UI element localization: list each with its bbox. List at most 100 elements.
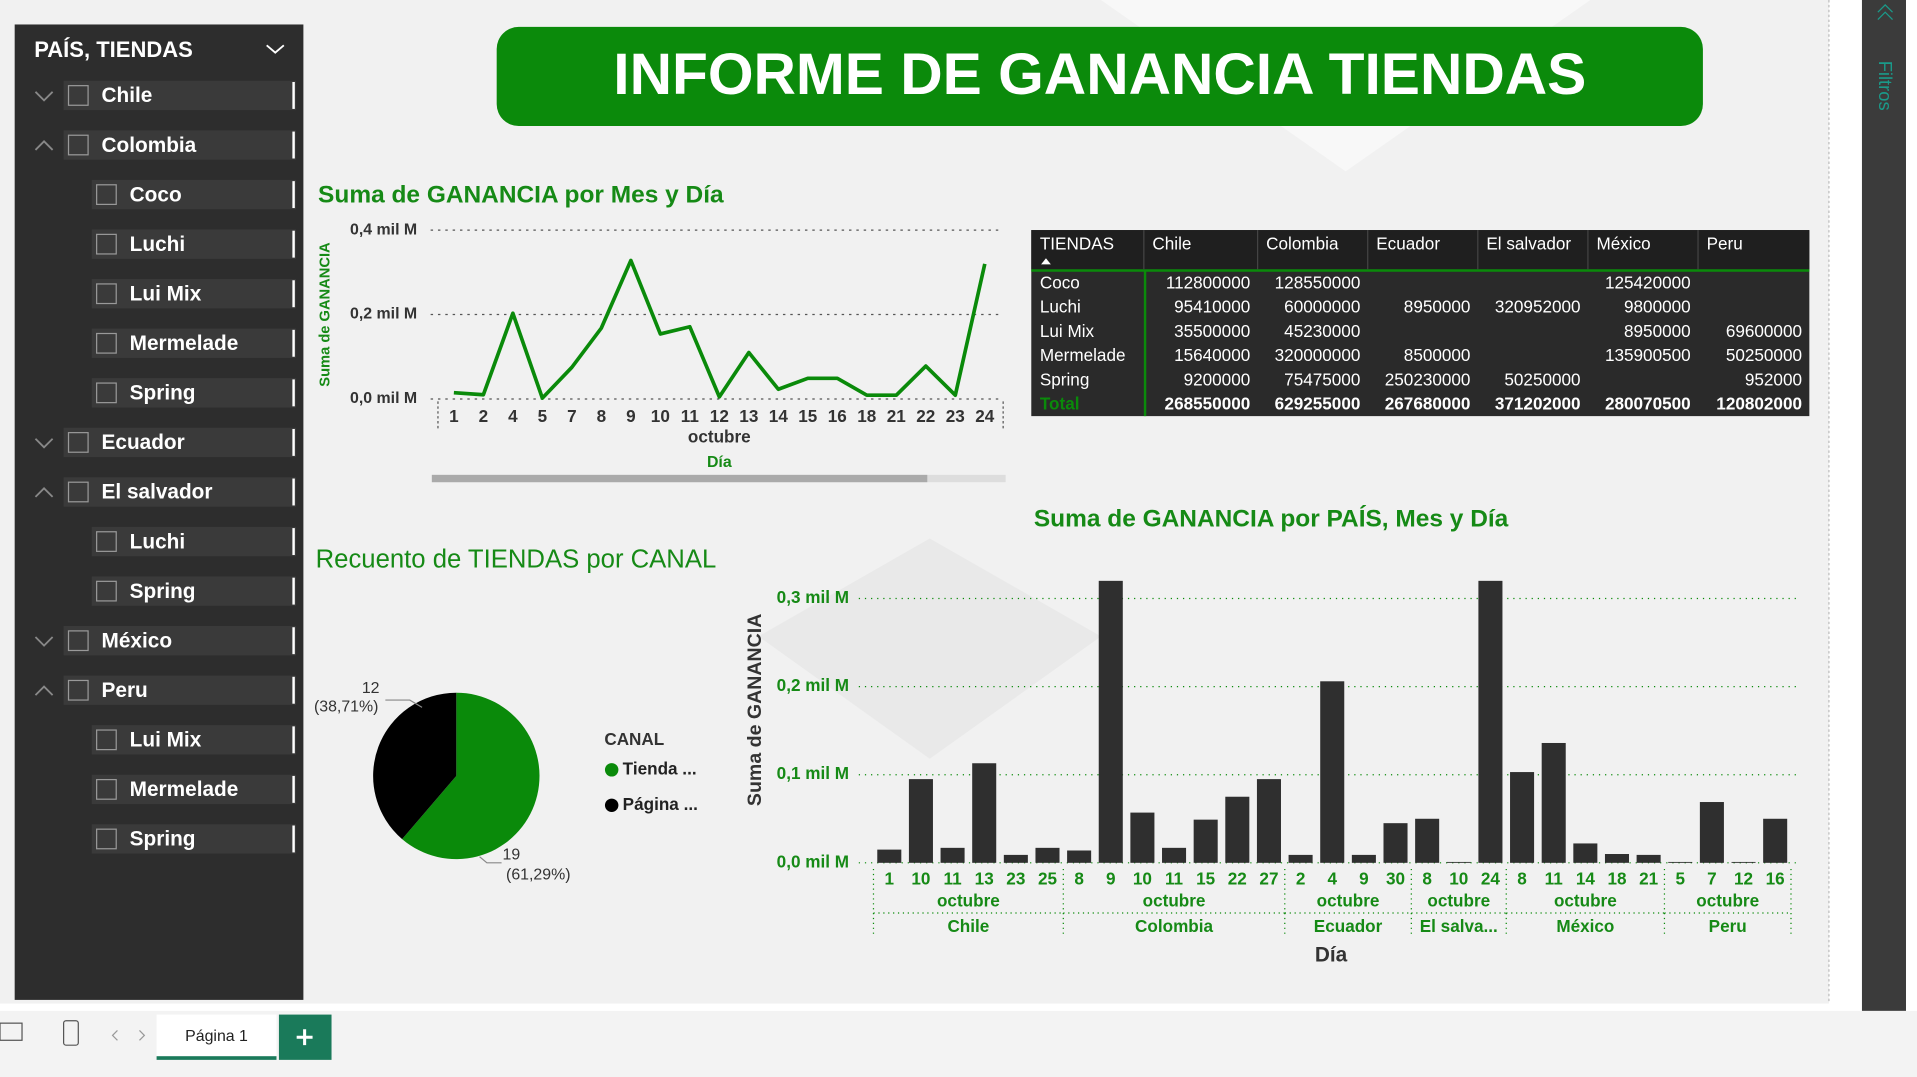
checkbox[interactable] xyxy=(67,481,89,503)
checkbox[interactable] xyxy=(96,828,117,850)
bar[interactable] xyxy=(1035,847,1060,863)
slicer-item-label[interactable]: Ecuador xyxy=(102,431,185,454)
tab[interactable] xyxy=(156,1014,277,1060)
filters-pane[interactable] xyxy=(1861,0,1906,1011)
slicer-item-bg[interactable] xyxy=(63,80,297,111)
slicer-item-bg[interactable] xyxy=(91,576,297,606)
slicer-item-label[interactable]: Luchi xyxy=(130,233,185,256)
checkbox[interactable] xyxy=(96,233,117,255)
mobile-view-icon[interactable] xyxy=(63,1020,79,1046)
checkbox[interactable] xyxy=(96,778,117,800)
scrollbar-thumb[interactable] xyxy=(431,474,928,483)
bar[interactable] xyxy=(1446,861,1471,863)
checkbox[interactable] xyxy=(67,679,89,701)
bar[interactable] xyxy=(1288,854,1313,863)
bar[interactable] xyxy=(1478,580,1503,863)
bar[interactable] xyxy=(940,847,965,863)
checkbox[interactable] xyxy=(67,85,89,106)
checkbox[interactable] xyxy=(67,134,89,156)
slicer-item-label[interactable]: Lui Mix xyxy=(130,729,202,752)
bar[interactable] xyxy=(1699,802,1724,863)
pie-slice[interactable] xyxy=(402,692,540,860)
slicer-item-bg[interactable] xyxy=(91,774,297,805)
bar[interactable] xyxy=(1162,847,1187,863)
column-header[interactable]: Chile xyxy=(1152,233,1191,253)
slicer-item-bg[interactable] xyxy=(63,427,297,458)
desktop-view-icon[interactable] xyxy=(0,1022,23,1041)
slicer-item-bg[interactable] xyxy=(91,378,297,408)
slicer-item-label[interactable]: Peru xyxy=(102,679,148,702)
checkbox[interactable] xyxy=(96,729,117,751)
bar[interactable] xyxy=(1573,843,1598,863)
slicer-item-bg[interactable] xyxy=(91,229,297,259)
bar[interactable] xyxy=(1225,796,1250,863)
slicer-item-label[interactable]: Spring xyxy=(130,580,196,603)
slicer-item-bg[interactable] xyxy=(63,130,297,160)
slicer-item-label[interactable]: Chile xyxy=(102,84,153,107)
slicer-item-bg[interactable] xyxy=(91,725,297,755)
bar[interactable] xyxy=(1383,823,1408,863)
expand-chevron[interactable] xyxy=(34,685,54,696)
expand-chevron[interactable] xyxy=(34,91,54,102)
expand-chevron[interactable] xyxy=(34,636,54,647)
slicer-item-label[interactable]: Mermelade xyxy=(130,778,239,801)
bar[interactable] xyxy=(972,763,997,863)
checkbox[interactable] xyxy=(96,283,117,305)
bar[interactable] xyxy=(1415,818,1440,863)
pie-slice[interactable] xyxy=(373,692,457,840)
slicer-dropdown[interactable] xyxy=(266,44,285,54)
checkbox[interactable] xyxy=(96,382,117,404)
bar[interactable] xyxy=(1541,742,1566,863)
bar[interactable] xyxy=(1351,854,1376,863)
checkbox[interactable] xyxy=(96,531,117,552)
slicer-item-label[interactable]: El salvador xyxy=(102,481,213,504)
collapse-icon[interactable] xyxy=(1877,4,1893,21)
checkbox[interactable] xyxy=(96,184,117,205)
bar[interactable] xyxy=(1256,779,1281,863)
slicer-item-bg[interactable] xyxy=(91,526,297,557)
slicer-item-label[interactable]: Colombia xyxy=(102,134,197,157)
column-header[interactable]: Peru xyxy=(1707,233,1743,253)
expand-chevron[interactable] xyxy=(34,140,54,151)
slicer-item-label[interactable]: Spring xyxy=(130,828,196,851)
slicer-item-bg[interactable] xyxy=(91,179,297,210)
bar[interactable] xyxy=(1130,812,1155,863)
bar[interactable] xyxy=(1320,681,1345,863)
bar[interactable] xyxy=(1763,818,1788,863)
slicer-item-bg[interactable] xyxy=(63,626,297,656)
bar[interactable] xyxy=(1098,580,1123,863)
bar[interactable] xyxy=(877,849,902,863)
checkbox[interactable] xyxy=(96,332,117,354)
checkbox[interactable] xyxy=(96,580,117,602)
column-header[interactable]: TIENDAS xyxy=(1040,233,1114,253)
slicer-item-label[interactable]: Lui Mix xyxy=(130,282,202,305)
bar[interactable] xyxy=(1731,861,1756,863)
slicer-item-label[interactable]: Mermelade xyxy=(130,332,239,355)
column-header[interactable]: Ecuador xyxy=(1376,233,1440,253)
bar[interactable] xyxy=(1604,854,1630,863)
slicer-item-label[interactable]: México xyxy=(102,629,173,652)
legend-label[interactable]: Página ... xyxy=(623,794,698,814)
bar[interactable] xyxy=(1510,772,1535,863)
legend-label[interactable]: Tienda ... xyxy=(623,758,697,778)
column-header[interactable]: El salvador xyxy=(1486,233,1571,253)
slicer-item-bg[interactable] xyxy=(63,675,297,705)
slicer-item-bg[interactable] xyxy=(91,328,297,358)
bar[interactable] xyxy=(1003,854,1028,863)
slicer-item-bg[interactable] xyxy=(63,477,297,507)
slicer-item-bg[interactable] xyxy=(91,824,297,854)
slicer-item-label[interactable]: Luchi xyxy=(130,530,185,553)
bar[interactable] xyxy=(1668,861,1693,863)
column-header[interactable]: México xyxy=(1596,233,1650,253)
expand-chevron[interactable] xyxy=(34,438,54,449)
column-header[interactable]: Colombia xyxy=(1266,233,1339,253)
bar[interactable] xyxy=(1067,850,1092,863)
tab-nav[interactable] xyxy=(111,1030,146,1041)
bar[interactable] xyxy=(908,779,933,863)
bar[interactable] xyxy=(1636,854,1661,863)
checkbox[interactable] xyxy=(67,630,89,652)
bar[interactable] xyxy=(1193,819,1218,863)
checkbox[interactable] xyxy=(67,432,89,453)
slicer-item-label[interactable]: Spring xyxy=(130,382,196,405)
slicer-item-bg[interactable] xyxy=(91,279,297,309)
